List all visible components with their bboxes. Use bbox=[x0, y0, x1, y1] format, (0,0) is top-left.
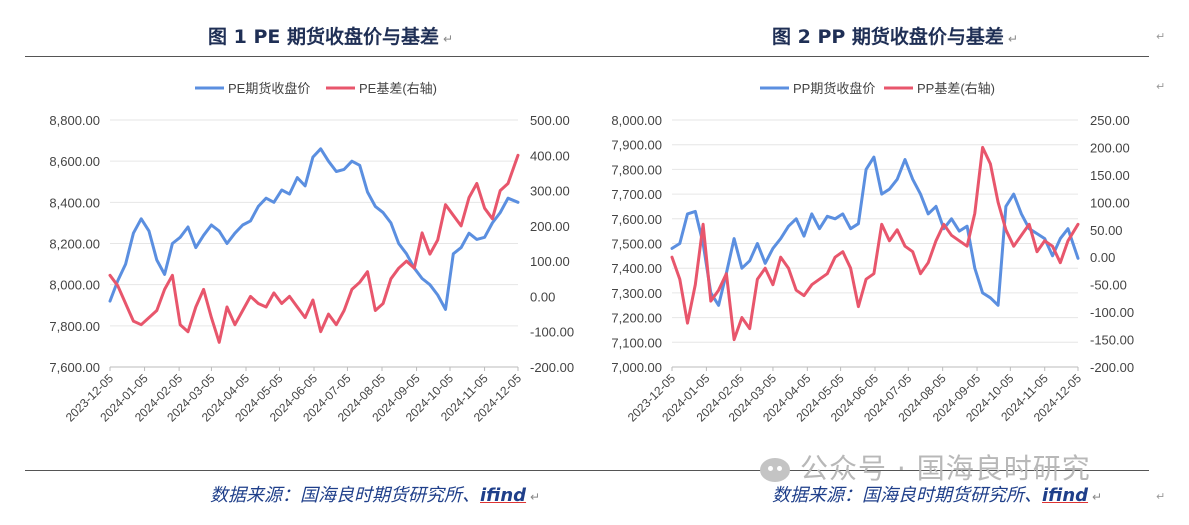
source-divider bbox=[25, 470, 1149, 471]
y-right-tick-label: -200.00 bbox=[1090, 360, 1134, 375]
series-line-basis bbox=[670, 145, 1080, 342]
y-right-tick-label: -100.00 bbox=[1090, 305, 1134, 320]
y-right-tick-label: 150.00 bbox=[1090, 168, 1130, 183]
y-left-tick-label: 8,600.00 bbox=[49, 154, 100, 169]
wechat-icon bbox=[760, 458, 790, 482]
watermark-text: 公众号 · 国海良时研究 bbox=[800, 452, 1091, 485]
y-left-tick-label: 8,000.00 bbox=[49, 278, 100, 293]
paragraph-mark: ↵ bbox=[1007, 32, 1018, 46]
y-left-tick-label: 8,200.00 bbox=[49, 237, 100, 252]
source-label: 数据来源：国海良时期货研究所、 bbox=[772, 485, 1042, 506]
y-left-tick-label: 7,200.00 bbox=[611, 311, 662, 326]
y-left-tick-label: 7,100.00 bbox=[611, 335, 662, 350]
y-right-tick-label: 100.00 bbox=[530, 254, 570, 269]
y-left-tick-label: 7,000.00 bbox=[611, 360, 662, 375]
figure-2-title-text: 图 2 PP 期货收盘价与基差 bbox=[772, 26, 1004, 48]
paragraph-mark: ↵ bbox=[530, 490, 541, 504]
paragraph-mark: ↵ bbox=[1156, 490, 1166, 503]
legend: PE期货收盘价 PE基差(右轴) bbox=[195, 81, 437, 96]
y-right-tick-label: 500.00 bbox=[530, 113, 570, 128]
paragraph-mark: ↵ bbox=[442, 32, 454, 46]
pe-chart: PE期货收盘价 PE基差(右轴) 7,600.00 7,800.00 8,000.0… bbox=[49, 81, 574, 425]
y-left-tick-label: 7,500.00 bbox=[611, 237, 662, 252]
legend-label-basis: PE基差(右轴) bbox=[359, 81, 437, 96]
y-right-tick-label: 400.00 bbox=[530, 148, 570, 163]
y-right-tick-label: 0.00 bbox=[530, 289, 555, 304]
y-left-tick-label: 7,400.00 bbox=[611, 261, 662, 276]
paragraph-mark: ↵ bbox=[1156, 80, 1166, 93]
y-right-tick-label: 200.00 bbox=[1090, 140, 1130, 155]
legend-label-price: PP期货收盘价 bbox=[793, 81, 875, 96]
figure-2-source: 数据来源：国海良时期货研究所、ifind ↵ bbox=[772, 481, 1102, 507]
source-label: 数据来源：国海良时期货研究所、 bbox=[210, 485, 480, 506]
y-left-tick-label: 7,600.00 bbox=[49, 360, 100, 375]
series-line-price bbox=[670, 155, 1080, 307]
y-right-tick-label: 0.00 bbox=[1090, 250, 1115, 265]
y-right-tick-label: -100.00 bbox=[530, 325, 574, 340]
y-left-tick-label: 7,800.00 bbox=[49, 319, 100, 334]
paragraph-mark: ↵ bbox=[1092, 490, 1103, 504]
y-left-tick-label: 7,300.00 bbox=[611, 286, 662, 301]
y-right-tick-label: -150.00 bbox=[1090, 333, 1134, 348]
watermark: 公众号 · 国海良时研究 bbox=[760, 447, 1091, 487]
source-brand: ifind bbox=[480, 485, 527, 506]
y-left-tick-label: 7,600.00 bbox=[611, 212, 662, 227]
figure-1-source: 数据来源：国海良时期货研究所、ifind ↵ bbox=[210, 481, 540, 507]
y-left-tick-label: 7,700.00 bbox=[611, 187, 662, 202]
series-line-price bbox=[108, 147, 520, 311]
y-right-tick-label: 250.00 bbox=[1090, 113, 1130, 128]
y-left-tick-label: 8,400.00 bbox=[49, 195, 100, 210]
title-divider bbox=[25, 56, 1149, 57]
pp-chart: PP期货收盘价 PP基差(右轴) 7,000.00 7,100.00 7,200.0… bbox=[611, 81, 1134, 425]
y-left-tick-label: 8,000.00 bbox=[611, 113, 662, 128]
y-right-tick-label: 200.00 bbox=[530, 219, 570, 234]
y-right-tick-label: -50.00 bbox=[1090, 278, 1127, 293]
y-right-tick-label: 100.00 bbox=[1090, 195, 1130, 210]
legend-label-price: PE期货收盘价 bbox=[228, 81, 310, 96]
y-left-tick-label: 7,800.00 bbox=[611, 162, 662, 177]
paragraph-mark: ↵ bbox=[1156, 30, 1166, 43]
figure-1-title: 图 1 PE 期货收盘价与基差 ↵ bbox=[208, 22, 453, 50]
y-left-tick-label: 8,800.00 bbox=[49, 113, 100, 128]
y-right-tick-label: 300.00 bbox=[530, 184, 570, 199]
figure-1-title-text: 图 1 PE 期货收盘价与基差 bbox=[208, 26, 439, 48]
legend-label-basis: PP基差(右轴) bbox=[917, 81, 995, 96]
y-left-tick-label: 7,900.00 bbox=[611, 138, 662, 153]
legend: PP期货收盘价 PP基差(右轴) bbox=[760, 81, 995, 96]
y-right-tick-label: -200.00 bbox=[530, 360, 574, 375]
figure-2-title: 图 2 PP 期货收盘价与基差 ↵ bbox=[772, 22, 1018, 50]
y-right-tick-label: 50.00 bbox=[1090, 223, 1123, 238]
source-brand: ifind bbox=[1042, 485, 1089, 506]
series-line-basis bbox=[108, 153, 520, 344]
